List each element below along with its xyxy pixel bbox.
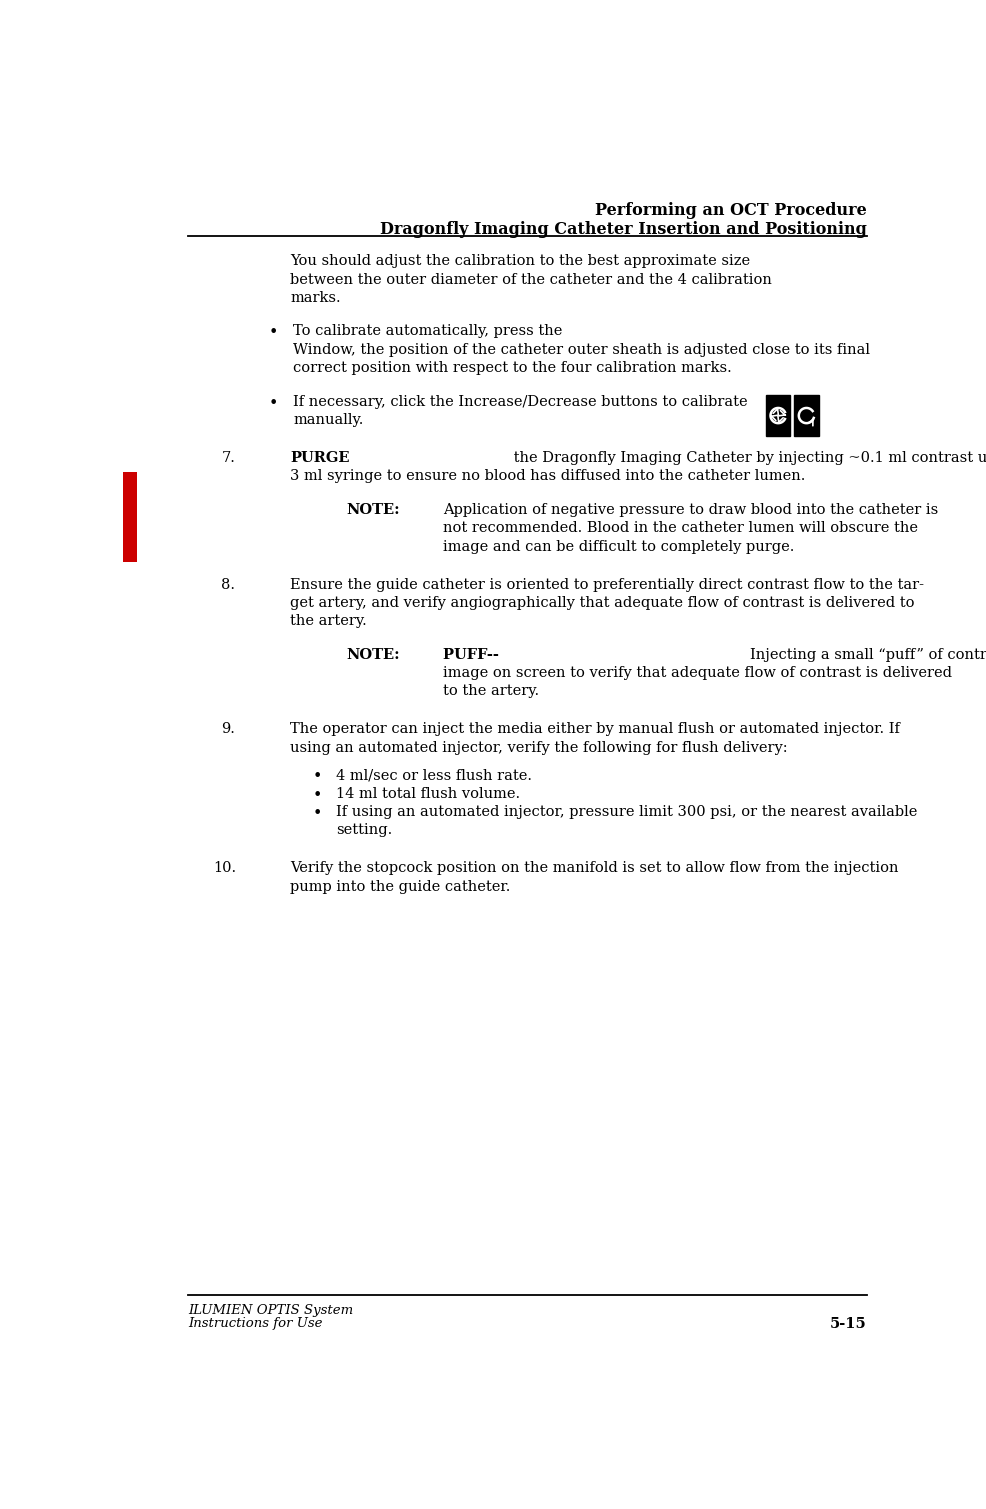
Text: using an automated injector, verify the following for flush delivery:: using an automated injector, verify the … bbox=[290, 741, 787, 754]
Text: correct position with respect to the four calibration marks.: correct position with respect to the fou… bbox=[293, 361, 732, 376]
Text: get artery, and verify angiographically that adequate flow of contrast is delive: get artery, and verify angiographically … bbox=[290, 596, 914, 610]
Text: not recommended. Blood in the catheter lumen will obscure the: not recommended. Blood in the catheter l… bbox=[443, 521, 917, 536]
Text: Instructions for Use: Instructions for Use bbox=[188, 1317, 322, 1331]
Text: setting.: setting. bbox=[335, 824, 391, 837]
Text: pump into the guide catheter.: pump into the guide catheter. bbox=[290, 880, 510, 893]
Text: NOTE:: NOTE: bbox=[346, 647, 400, 662]
Text: •: • bbox=[268, 324, 278, 341]
Text: Ensure the guide catheter is oriented to preferentially direct contrast flow to : Ensure the guide catheter is oriented to… bbox=[290, 578, 923, 592]
Text: manually.: manually. bbox=[293, 413, 363, 427]
Text: image on screen to verify that adequate flow of contrast is delivered: image on screen to verify that adequate … bbox=[443, 665, 951, 681]
FancyBboxPatch shape bbox=[765, 395, 790, 436]
FancyBboxPatch shape bbox=[794, 395, 817, 436]
Text: The operator can inject the media either by manual flush or automated injector. : The operator can inject the media either… bbox=[290, 723, 899, 736]
Text: NOTE:: NOTE: bbox=[346, 502, 400, 516]
Text: 9.: 9. bbox=[221, 723, 235, 736]
Text: Window, the position of the catheter outer sheath is adjusted close to its final: Window, the position of the catheter out… bbox=[293, 343, 870, 356]
Text: Performing an OCT Procedure: Performing an OCT Procedure bbox=[595, 202, 866, 219]
Text: If using an automated injector, pressure limit 300 psi, or the nearest available: If using an automated injector, pressure… bbox=[335, 804, 916, 819]
Text: between the outer diameter of the catheter and the 4 calibration: between the outer diameter of the cathet… bbox=[290, 273, 771, 287]
Text: Injecting a small “puff” of contrast while reviewing the: Injecting a small “puff” of contrast whi… bbox=[748, 647, 986, 662]
Bar bbox=[123, 471, 137, 563]
Text: •: • bbox=[268, 395, 278, 412]
Text: marks.: marks. bbox=[290, 291, 340, 305]
Text: To calibrate automatically, press the: To calibrate automatically, press the bbox=[293, 324, 567, 338]
Text: •: • bbox=[313, 804, 322, 822]
Text: 14 ml total flush volume.: 14 ml total flush volume. bbox=[335, 786, 520, 801]
Text: the Dragonfly Imaging Catheter by injecting ~0.1 ml contrast using the: the Dragonfly Imaging Catheter by inject… bbox=[509, 451, 986, 465]
Text: 4 ml/sec or less flush rate.: 4 ml/sec or less flush rate. bbox=[335, 768, 531, 782]
Text: Verify the stopcock position on the manifold is set to allow flow from the injec: Verify the stopcock position on the mani… bbox=[290, 862, 897, 875]
Text: •: • bbox=[313, 768, 322, 785]
Text: to the artery.: to the artery. bbox=[443, 685, 538, 699]
Text: Dragonfly Imaging Catheter Insertion and Positioning: Dragonfly Imaging Catheter Insertion and… bbox=[380, 220, 866, 237]
Text: You should adjust the calibration to the best approximate size: You should adjust the calibration to the… bbox=[290, 255, 749, 269]
Text: PURGE: PURGE bbox=[290, 451, 349, 465]
Text: Application of negative pressure to draw blood into the catheter is: Application of negative pressure to draw… bbox=[443, 502, 938, 516]
Text: ILUMIEN OPTIS System: ILUMIEN OPTIS System bbox=[188, 1304, 353, 1316]
Text: If necessary, click the Increase/Decrease buttons to calibrate: If necessary, click the Increase/Decreas… bbox=[293, 395, 747, 409]
Text: the artery.: the artery. bbox=[290, 614, 367, 628]
Text: 5-15: 5-15 bbox=[829, 1317, 866, 1331]
Text: 8.: 8. bbox=[221, 578, 235, 592]
Text: 7.: 7. bbox=[221, 451, 235, 465]
Text: 10.: 10. bbox=[213, 862, 237, 875]
Text: image and can be difficult to completely purge.: image and can be difficult to completely… bbox=[443, 540, 794, 554]
Text: •: • bbox=[313, 786, 322, 804]
Text: 3 ml syringe to ensure no blood has diffused into the catheter lumen.: 3 ml syringe to ensure no blood has diff… bbox=[290, 469, 805, 483]
Text: PUFF--: PUFF-- bbox=[443, 647, 504, 662]
